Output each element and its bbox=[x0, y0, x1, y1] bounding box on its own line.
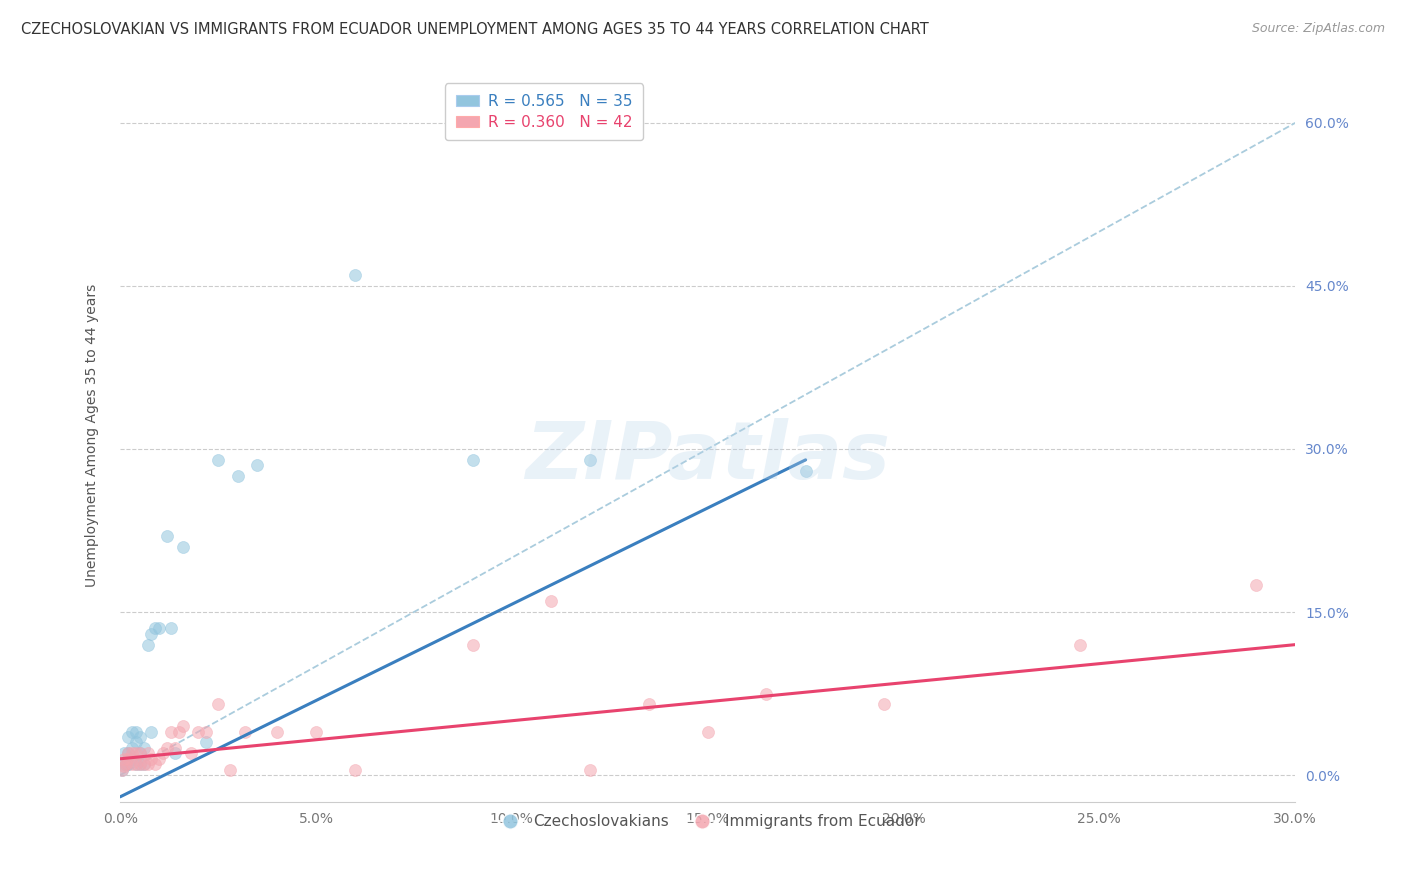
Point bbox=[540, 594, 562, 608]
Text: Source: ZipAtlas.com: Source: ZipAtlas.com bbox=[1251, 22, 1385, 36]
Point bbox=[172, 540, 194, 554]
Point bbox=[128, 757, 150, 772]
Point bbox=[136, 638, 159, 652]
Point bbox=[128, 747, 150, 761]
Point bbox=[121, 740, 143, 755]
Point bbox=[163, 747, 186, 761]
Point bbox=[132, 757, 155, 772]
Point bbox=[207, 698, 229, 712]
Text: ZIPatlas: ZIPatlas bbox=[526, 418, 890, 497]
Point bbox=[180, 747, 202, 761]
Point bbox=[112, 757, 135, 772]
Point bbox=[117, 730, 139, 744]
Point bbox=[136, 757, 159, 772]
Point bbox=[132, 740, 155, 755]
Point bbox=[128, 747, 150, 761]
Point bbox=[145, 757, 167, 772]
Point bbox=[141, 627, 163, 641]
Point bbox=[121, 724, 143, 739]
Point bbox=[128, 757, 150, 772]
Point bbox=[145, 621, 167, 635]
Point bbox=[141, 752, 163, 766]
Point bbox=[195, 735, 218, 749]
Point bbox=[152, 747, 174, 761]
Point bbox=[207, 453, 229, 467]
Point bbox=[128, 730, 150, 744]
Point bbox=[115, 757, 138, 772]
Point bbox=[117, 752, 139, 766]
Point bbox=[235, 724, 257, 739]
Point bbox=[579, 453, 602, 467]
Legend: Czechoslovakians, Immigrants from Ecuador: Czechoslovakians, Immigrants from Ecuado… bbox=[488, 808, 927, 835]
Y-axis label: Unemployment Among Ages 35 to 44 years: Unemployment Among Ages 35 to 44 years bbox=[86, 284, 100, 587]
Point bbox=[136, 747, 159, 761]
Point bbox=[873, 698, 896, 712]
Point bbox=[112, 759, 135, 773]
Point bbox=[125, 757, 148, 772]
Point bbox=[305, 724, 328, 739]
Point bbox=[125, 735, 148, 749]
Text: CZECHOSLOVAKIAN VS IMMIGRANTS FROM ECUADOR UNEMPLOYMENT AMONG AGES 35 TO 44 YEAR: CZECHOSLOVAKIAN VS IMMIGRANTS FROM ECUAD… bbox=[21, 22, 929, 37]
Point bbox=[125, 757, 148, 772]
Point bbox=[794, 464, 817, 478]
Point bbox=[132, 757, 155, 772]
Point bbox=[125, 724, 148, 739]
Point bbox=[160, 724, 183, 739]
Point bbox=[1244, 578, 1267, 592]
Point bbox=[117, 747, 139, 761]
Point bbox=[163, 740, 186, 755]
Point bbox=[579, 763, 602, 777]
Point bbox=[117, 747, 139, 761]
Point bbox=[266, 724, 288, 739]
Point bbox=[172, 719, 194, 733]
Point bbox=[115, 757, 138, 772]
Point bbox=[121, 757, 143, 772]
Point bbox=[696, 724, 718, 739]
Point bbox=[148, 621, 170, 635]
Point bbox=[638, 698, 661, 712]
Point bbox=[117, 757, 139, 772]
Point bbox=[141, 724, 163, 739]
Point bbox=[344, 763, 367, 777]
Point bbox=[195, 724, 218, 739]
Point bbox=[148, 752, 170, 766]
Point bbox=[125, 747, 148, 761]
Point bbox=[461, 453, 484, 467]
Point bbox=[218, 763, 240, 777]
Point bbox=[156, 529, 179, 543]
Point bbox=[156, 740, 179, 755]
Point bbox=[1069, 638, 1091, 652]
Point bbox=[167, 724, 190, 739]
Point bbox=[226, 469, 249, 483]
Point bbox=[755, 687, 778, 701]
Point bbox=[112, 752, 135, 766]
Point bbox=[111, 763, 134, 777]
Point bbox=[160, 621, 183, 635]
Point bbox=[461, 638, 484, 652]
Point bbox=[246, 458, 269, 473]
Point bbox=[187, 724, 209, 739]
Point bbox=[121, 747, 143, 761]
Point bbox=[344, 268, 367, 282]
Point bbox=[121, 752, 143, 766]
Point bbox=[111, 763, 134, 777]
Point bbox=[112, 747, 135, 761]
